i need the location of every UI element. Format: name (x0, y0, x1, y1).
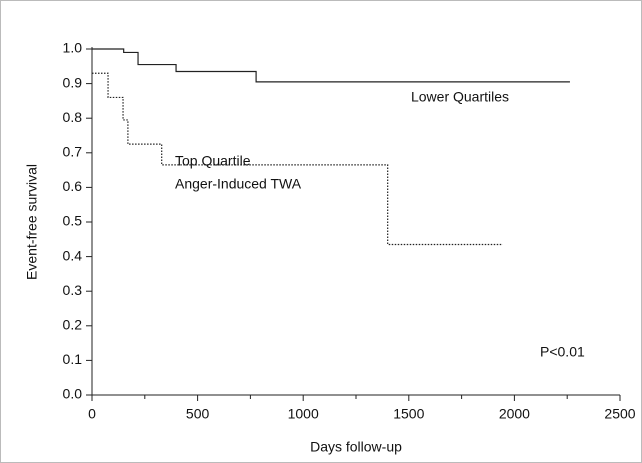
y-tick-label: 0.1 (63, 351, 83, 367)
y-tick-label: 0.0 (63, 386, 83, 402)
y-tick-label: 0.7 (63, 144, 83, 160)
y-tick-label: 0.9 (63, 74, 83, 90)
annotation: Top Quartile (175, 153, 251, 169)
annotation: Lower Quartiles (411, 89, 509, 105)
x-tick-label: 0 (88, 406, 96, 422)
x-tick-label: 2000 (499, 406, 530, 422)
annotation: P<0.01 (540, 344, 585, 360)
y-tick-label: 0.3 (63, 282, 83, 298)
y-tick-label: 0.4 (63, 247, 83, 263)
y-tick-label: 0.6 (63, 178, 83, 194)
y-tick-label: 1.0 (63, 40, 83, 56)
annotation: Anger-Induced TWA (175, 176, 302, 192)
y-tick-label: 0.5 (63, 213, 83, 229)
x-tick-label: 2500 (604, 406, 635, 422)
x-tick-label: 500 (186, 406, 210, 422)
y-tick-label: 0.8 (63, 109, 83, 125)
survival-line (92, 72, 503, 246)
y-tick-label: 0.2 (63, 317, 83, 333)
y-axis-label: Event-free survival (24, 164, 40, 280)
x-tick-label: 1000 (288, 406, 319, 422)
survival-line (92, 48, 570, 83)
x-axis-label: Days follow-up (310, 439, 402, 455)
x-tick-label: 1500 (393, 406, 424, 422)
